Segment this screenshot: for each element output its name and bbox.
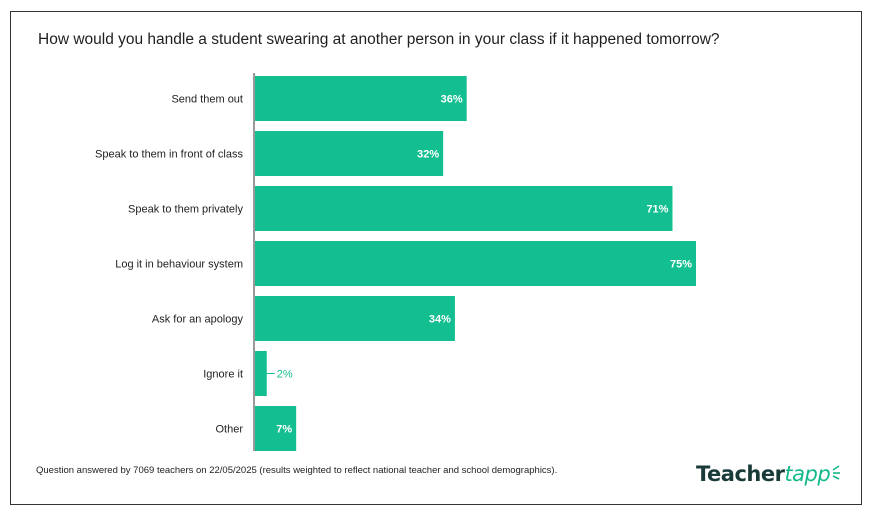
category-label: Speak to them privately	[128, 204, 243, 216]
bar	[255, 131, 444, 176]
value-label: 32%	[417, 149, 439, 161]
logo-text-tapp: tapp	[784, 462, 831, 486]
bar	[255, 296, 455, 341]
value-label: 2%	[277, 369, 293, 381]
bar	[255, 351, 267, 396]
teachertapp-logo: Teachertapp	[696, 462, 841, 492]
value-label: 7%	[276, 424, 292, 436]
category-label: Log it in behaviour system	[115, 259, 243, 271]
category-label: Other	[215, 424, 243, 436]
logo-sparkle-icon	[832, 465, 841, 480]
value-label: 75%	[670, 259, 692, 271]
value-label: 71%	[646, 204, 668, 216]
footnote: Question answered by 7069 teachers on 22…	[36, 465, 558, 476]
logo-text-teacher: Teacher	[696, 462, 785, 486]
bar	[255, 241, 696, 286]
value-label: 36%	[441, 94, 463, 106]
category-label: Speak to them in front of class	[95, 149, 243, 161]
category-label: Send them out	[171, 94, 243, 106]
bar	[255, 186, 673, 231]
bar	[255, 76, 467, 121]
category-label: Ask for an apology	[152, 314, 244, 326]
bar	[255, 406, 297, 451]
category-label: Ignore it	[203, 369, 243, 381]
value-label: 34%	[429, 314, 451, 326]
chart-title: How would you handle a student swearing …	[38, 31, 720, 48]
